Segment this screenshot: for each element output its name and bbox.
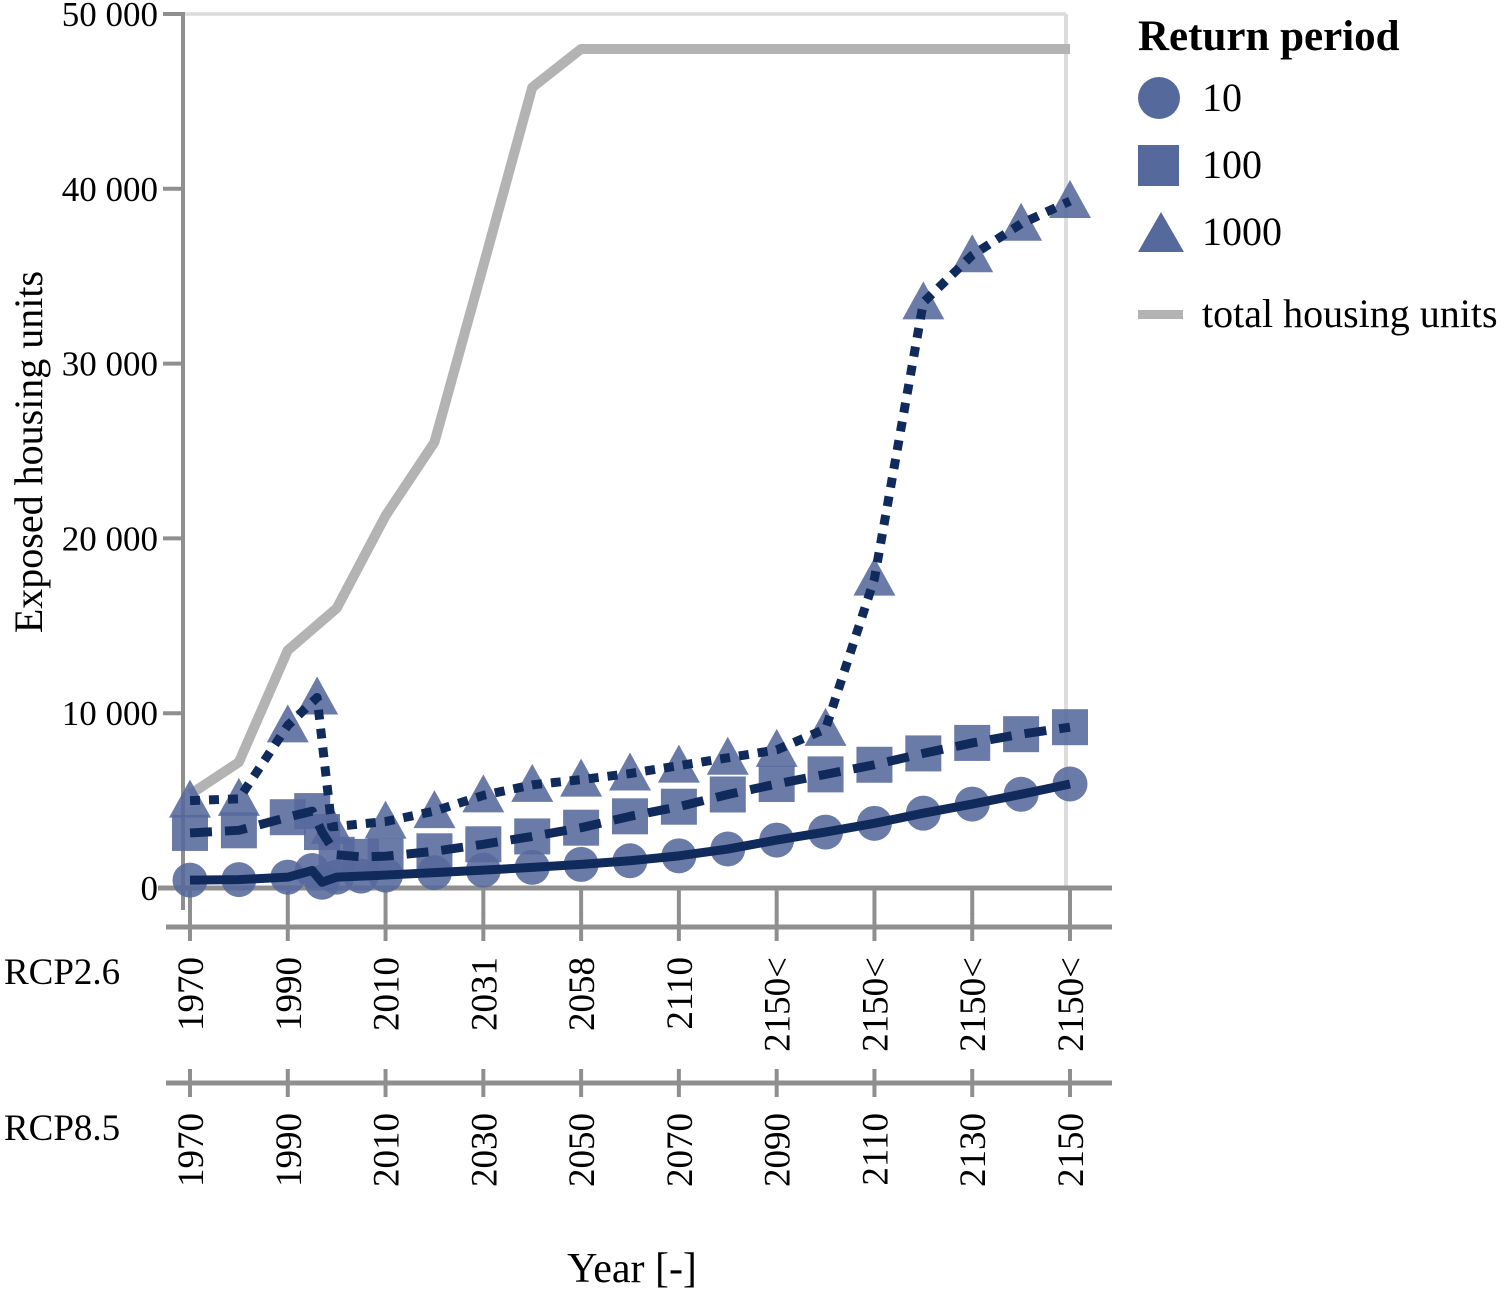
y-tick-label: 50 000 (62, 0, 158, 34)
legend-swatch (1138, 144, 1186, 186)
triangle-marker-icon (1138, 212, 1184, 252)
legend: Return period 10 100 1000 total housing … (1138, 12, 1504, 359)
rcp85-tick-label: 2090 (758, 1113, 799, 1187)
rcp85-row-label: RCP8.5 (4, 1108, 121, 1149)
square-marker-icon (1138, 144, 1179, 186)
triangle-marker (804, 707, 847, 746)
y-axis-title: Exposed housing units (6, 270, 51, 634)
rcp85-tick-label: 2010 (367, 1113, 408, 1187)
rcp85-tick-label: 2130 (953, 1113, 994, 1187)
y-tick-label: 10 000 (62, 694, 158, 733)
series-line-10 (189, 779, 1071, 887)
y-tick-label: 40 000 (62, 170, 158, 209)
triangle-marker (951, 234, 994, 273)
rcp26-tick-label: 2150< (855, 957, 896, 1052)
y-tick-label: 30 000 (62, 345, 158, 384)
rcp85-tick-label: 2030 (464, 1113, 505, 1187)
rcp26-tick-label: 2150< (758, 957, 799, 1052)
rcp26-tick-label: 2150< (953, 957, 994, 1052)
legend-title: Return period (1138, 13, 1400, 60)
legend-item-100: 100 (1138, 143, 1504, 187)
total-line-icon (1138, 309, 1183, 319)
legend-item-label: total housing units (1202, 291, 1498, 336)
rcp26-tick-label: 2010 (367, 957, 408, 1031)
series-line-total-housing-units (187, 43, 1070, 799)
triangle-marker (902, 281, 945, 320)
legend-swatch (1138, 309, 1186, 319)
legend-item-total-housing-units: total housing units (1138, 292, 1504, 336)
triangle-marker (1049, 180, 1091, 219)
rcp26-tick-label: 2150< (1051, 957, 1092, 1052)
rcp85-tick-label: 2070 (660, 1113, 701, 1187)
series-1000-markers (169, 180, 1091, 844)
triangle-marker (657, 744, 700, 783)
triangle-marker (217, 777, 260, 816)
legend-item-10: 10 (1138, 76, 1504, 120)
legend-swatch (1138, 77, 1186, 119)
rcp26-tick-label: 2058 (562, 957, 603, 1031)
rcp26-row-label: RCP2.6 (4, 952, 121, 993)
rcp85-tick-label: 2150 (1051, 1113, 1092, 1187)
rcp85-tick-label: 1970 (171, 1113, 212, 1187)
series-line-1000 (189, 196, 1072, 832)
circle-marker-icon (1138, 77, 1180, 119)
rcp85-tick-label: 1990 (269, 1113, 310, 1187)
triangle-marker (560, 758, 603, 797)
y-tick-label: 0 (141, 869, 159, 908)
series-line-100 (189, 722, 1071, 862)
rcp85-tick-label: 2110 (855, 1113, 896, 1186)
triangle-marker (1000, 202, 1043, 241)
legend-item-label: 100 (1202, 142, 1262, 187)
y-tick-label: 20 000 (62, 519, 158, 558)
rcp26-tick-label: 1990 (269, 957, 310, 1031)
rcp85-tick-label: 2050 (562, 1113, 603, 1187)
rcp26-tick-label: 2031 (464, 957, 505, 1031)
legend-item-1000: 1000 (1138, 210, 1504, 254)
legend-item-label: 1000 (1202, 209, 1282, 254)
rcp26-tick-label: 2110 (660, 957, 701, 1030)
legend-item-label: 10 (1202, 75, 1242, 120)
legend-swatch (1138, 212, 1186, 252)
triangle-marker (413, 790, 456, 829)
x-axis-title: Year [-] (567, 1246, 697, 1292)
rcp26-tick-label: 1970 (171, 957, 212, 1031)
